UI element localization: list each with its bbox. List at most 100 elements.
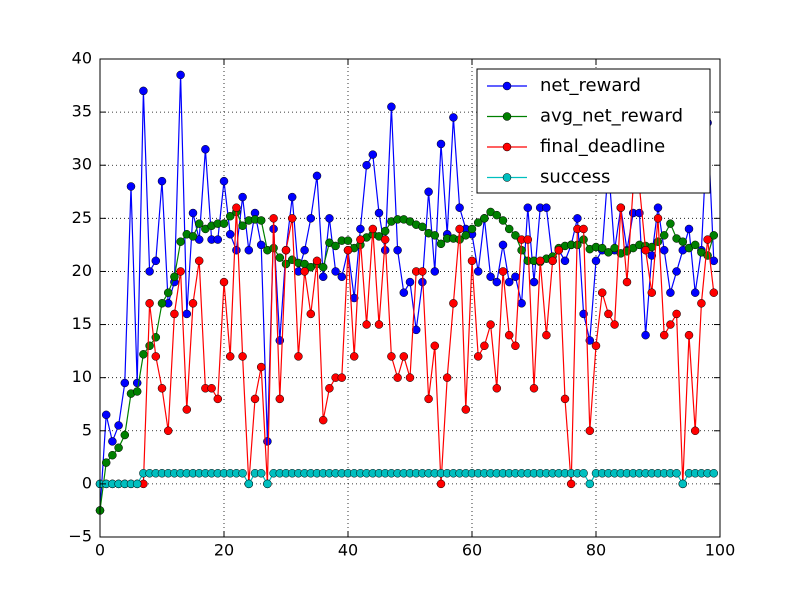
point	[201, 145, 210, 154]
point	[467, 224, 477, 234]
point	[442, 373, 452, 382]
point	[436, 479, 446, 489]
y-tick-label: 10	[72, 367, 92, 386]
point	[325, 214, 334, 223]
point	[157, 176, 167, 186]
point	[659, 245, 669, 255]
point	[157, 384, 167, 393]
point	[666, 219, 675, 228]
point	[114, 443, 123, 453]
point	[461, 231, 471, 240]
point	[641, 245, 650, 255]
point	[405, 277, 415, 287]
point	[151, 352, 161, 361]
point	[504, 224, 514, 234]
point	[504, 277, 514, 287]
point	[287, 214, 297, 223]
point	[126, 182, 136, 191]
point	[511, 272, 520, 282]
legend-marker	[502, 112, 512, 121]
point	[579, 224, 588, 234]
point	[666, 320, 675, 329]
point	[281, 245, 291, 255]
legend-marker	[502, 173, 512, 182]
point	[684, 330, 694, 340]
point	[573, 214, 582, 223]
legend-label: final_deadline	[540, 136, 665, 157]
point	[225, 230, 235, 239]
point	[256, 240, 266, 250]
point	[399, 352, 409, 361]
point	[176, 70, 185, 80]
point	[306, 214, 316, 223]
point	[604, 309, 613, 319]
point	[449, 113, 458, 122]
point	[120, 378, 130, 388]
point	[591, 256, 601, 266]
point	[393, 245, 402, 255]
point	[101, 410, 111, 420]
point	[145, 267, 154, 276]
y-tick-label: 0	[82, 473, 92, 492]
x-tick-label: 0	[95, 541, 105, 560]
point	[356, 235, 365, 244]
point	[486, 272, 495, 282]
point	[424, 187, 433, 197]
point	[449, 299, 458, 308]
point	[219, 176, 229, 186]
point	[709, 469, 719, 478]
point	[244, 245, 254, 255]
x-tick-label: 100	[705, 541, 736, 560]
point	[139, 350, 148, 359]
point	[678, 479, 688, 489]
point	[318, 262, 328, 272]
point	[188, 232, 198, 241]
point	[318, 415, 328, 425]
plot-frame	[99, 58, 721, 538]
point	[213, 235, 223, 244]
point	[132, 378, 142, 388]
point	[672, 309, 681, 319]
point	[157, 299, 167, 308]
point	[461, 405, 471, 414]
point	[182, 405, 192, 414]
point	[139, 86, 148, 96]
legend-label: net_reward	[540, 75, 641, 96]
point	[362, 320, 371, 329]
point	[238, 352, 247, 361]
legend-label: success	[540, 167, 610, 188]
point	[690, 426, 700, 436]
point	[182, 309, 192, 319]
point	[331, 241, 340, 251]
x-tick-label: 20	[214, 541, 234, 560]
point	[163, 288, 173, 297]
point	[132, 387, 142, 396]
point	[566, 479, 576, 489]
point	[672, 267, 681, 276]
point	[101, 458, 111, 467]
point	[684, 224, 694, 234]
point	[176, 237, 185, 246]
point	[368, 224, 378, 234]
y-tick-label: 5	[82, 420, 92, 439]
point	[374, 320, 384, 329]
point	[225, 211, 235, 221]
point	[653, 203, 663, 212]
point	[542, 203, 551, 212]
point	[610, 320, 619, 329]
point	[492, 277, 502, 287]
point	[492, 384, 502, 393]
point	[145, 299, 154, 308]
point	[337, 272, 347, 282]
point	[529, 384, 539, 393]
point	[238, 192, 247, 202]
y-tick-label: 30	[72, 155, 92, 174]
point	[188, 299, 198, 308]
point	[343, 245, 353, 255]
point	[666, 288, 675, 297]
point	[467, 256, 477, 266]
point	[306, 309, 316, 319]
point	[337, 373, 347, 382]
point	[653, 214, 663, 223]
point	[529, 277, 539, 287]
